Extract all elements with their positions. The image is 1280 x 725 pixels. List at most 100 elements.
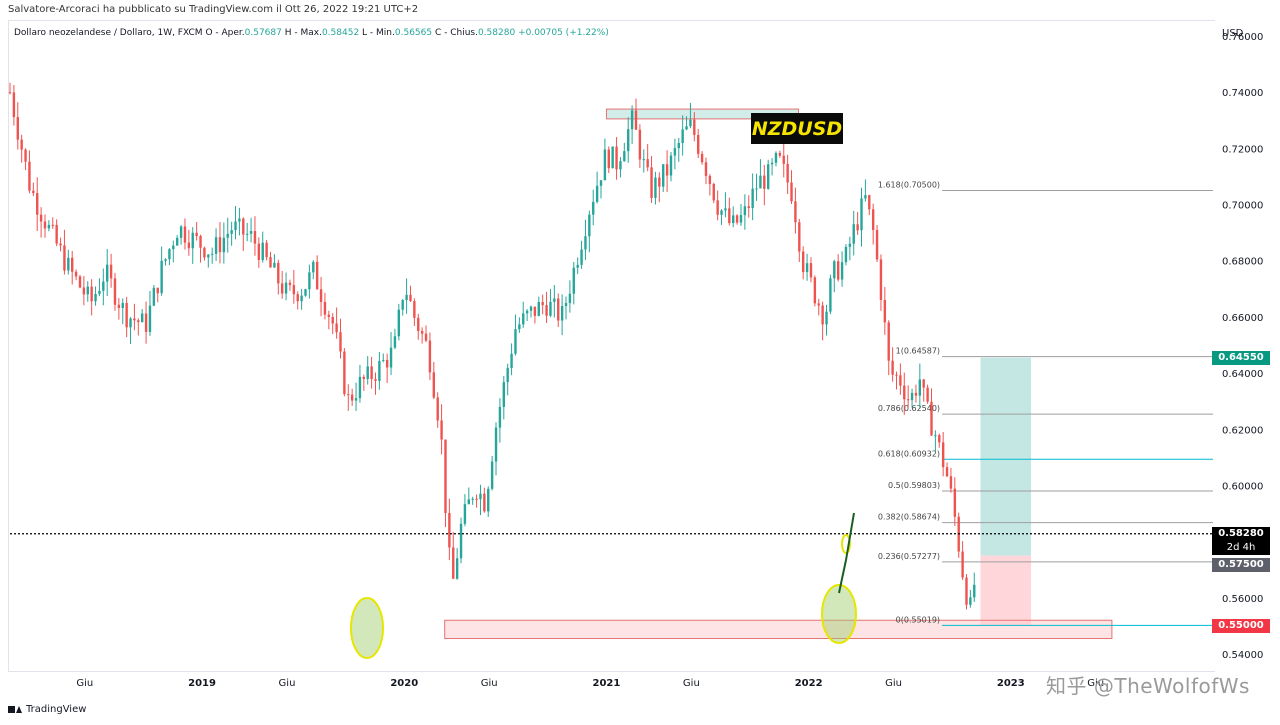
candle-body	[673, 148, 677, 156]
candle-body	[813, 277, 817, 304]
candle-body	[833, 261, 836, 279]
candle-body	[646, 159, 649, 168]
candle-body	[300, 295, 303, 302]
candle-body	[16, 117, 19, 140]
y-tick-label: 0.66000	[1222, 313, 1263, 324]
candle-body	[354, 398, 358, 401]
candle-body	[852, 224, 855, 244]
candle-body	[665, 164, 669, 176]
candle-body	[965, 577, 968, 605]
candle-body	[650, 167, 653, 198]
candle-body	[140, 313, 144, 323]
candle-body	[413, 301, 416, 318]
candle-body	[455, 558, 459, 579]
candle-body	[156, 287, 159, 294]
candle-body	[323, 301, 327, 315]
candle-body	[238, 218, 241, 222]
candle-body	[347, 394, 350, 396]
candle-body	[20, 139, 23, 150]
candle-body	[941, 442, 945, 468]
x-tick-label: Giu	[1087, 678, 1104, 689]
candle-body	[261, 242, 264, 260]
candle-body	[747, 206, 750, 208]
footer-brand: TradingView	[8, 704, 86, 715]
candle-body	[572, 267, 575, 294]
candle-body	[735, 215, 739, 223]
candle-body	[448, 513, 451, 548]
low-highlight-ellipse	[821, 584, 857, 644]
candle-body	[805, 263, 809, 273]
candle-body	[794, 201, 797, 223]
open-label: O - Aper.	[205, 28, 245, 38]
candle-body	[55, 224, 58, 244]
candle-body	[615, 146, 618, 170]
candle-body	[708, 175, 712, 184]
candle-body	[405, 294, 408, 301]
candle-body	[137, 320, 140, 323]
candle-body	[378, 360, 381, 381]
candle-body	[568, 293, 572, 304]
candle-body	[903, 385, 906, 400]
candle-body	[576, 264, 579, 268]
candle-body	[961, 551, 964, 578]
candle-body	[288, 282, 292, 286]
candle-body	[774, 152, 778, 163]
candle-body	[428, 340, 432, 373]
fib-label: 0.5(0.59803)	[888, 481, 940, 490]
candle-body	[973, 584, 976, 598]
candle-body	[374, 379, 377, 381]
candle-body	[133, 318, 136, 321]
candle-body	[63, 245, 66, 271]
candle-body	[195, 232, 198, 237]
candle-body	[467, 499, 471, 505]
candle-body	[74, 271, 78, 277]
candle-body	[529, 306, 533, 311]
entry-highlight-ellipse	[841, 534, 851, 554]
candle-body	[121, 302, 124, 309]
candle-body	[525, 310, 529, 314]
chart-pane[interactable]	[8, 20, 1215, 672]
candle-body	[751, 188, 754, 208]
high-label: H - Max.	[284, 28, 322, 38]
candle-body	[899, 375, 902, 386]
candle-body	[82, 287, 86, 295]
candle-body	[685, 126, 688, 130]
candle-body	[109, 264, 113, 279]
candle-body	[728, 208, 731, 224]
candle-body	[906, 399, 910, 401]
candle-body	[623, 151, 626, 162]
candle-body	[786, 163, 789, 183]
y-tick-label: 0.74000	[1222, 88, 1263, 99]
candle-body	[210, 253, 214, 255]
candle-body	[39, 214, 43, 222]
candle-body	[59, 243, 62, 246]
candle-body	[47, 224, 51, 229]
candle-body	[444, 439, 447, 514]
candle-body	[67, 257, 70, 271]
candle-body	[436, 397, 439, 421]
candle-body	[595, 185, 599, 202]
fib-label: 1.618(0.70500)	[878, 181, 940, 190]
low-label: L - Min.	[362, 28, 395, 38]
candle-body	[910, 392, 914, 401]
candle-body	[43, 221, 47, 229]
y-tick-label: 0.64000	[1222, 369, 1263, 380]
candle-body	[319, 289, 323, 302]
candle-body	[887, 322, 890, 361]
candle-body	[934, 435, 937, 437]
candle-body	[704, 162, 708, 176]
candle-body	[844, 246, 848, 263]
candle-body	[417, 317, 420, 332]
candle-body	[175, 237, 179, 246]
candle-body	[821, 305, 824, 325]
candle-body	[557, 298, 560, 321]
candle-body	[312, 261, 315, 273]
candle-body	[358, 376, 362, 399]
candle-body	[770, 162, 774, 165]
candle-body	[778, 152, 782, 156]
candle-body	[514, 329, 517, 354]
candle-body	[249, 231, 253, 234]
fib-label: 0(0.55019)	[896, 615, 940, 624]
candle-body	[743, 206, 747, 216]
